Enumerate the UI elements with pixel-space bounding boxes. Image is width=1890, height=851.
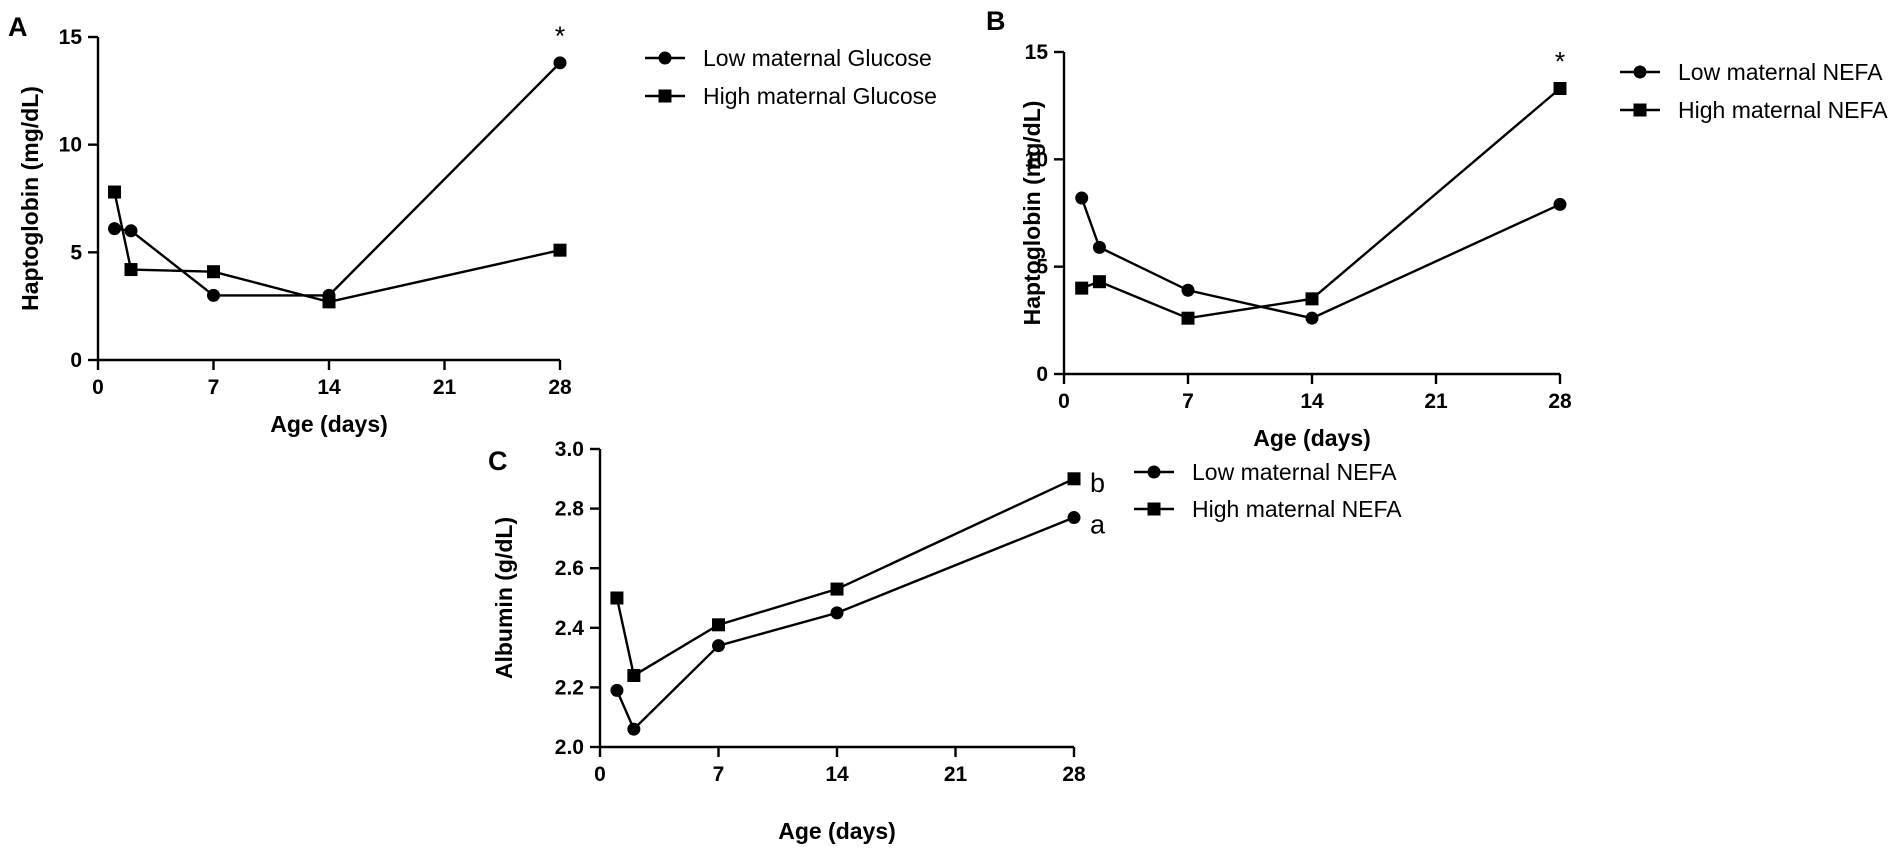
data-point-square <box>610 591 624 605</box>
legend-marker-square <box>658 89 672 103</box>
legend-marker-circle <box>1633 65 1647 79</box>
data-point-square <box>322 295 336 309</box>
data-point-square <box>1067 472 1081 486</box>
legend-marker-square <box>1633 103 1647 117</box>
legend-marker-circle <box>1147 465 1161 479</box>
y-tick-label: 3.0 <box>555 438 584 461</box>
x-axis-title: Age (days) <box>778 818 896 844</box>
y-axis-title: Haptoglobin (mg/dL) <box>1019 101 1045 326</box>
y-tick-label: 0 <box>70 349 82 372</box>
data-point-circle <box>1305 311 1319 325</box>
legend-marker-square <box>1147 502 1161 516</box>
series-line-high <box>1081 87 1561 320</box>
legend-label: High maternal NEFA <box>1192 496 1402 522</box>
y-tick-label: 10 <box>1025 148 1048 171</box>
panel-label: C <box>488 446 508 476</box>
data-point-square <box>830 582 844 596</box>
data-point-circle <box>830 606 844 620</box>
data-point-square <box>1553 81 1567 95</box>
x-tick-label: 28 <box>1548 390 1572 413</box>
series-line-low <box>1080 197 1561 320</box>
y-tick-label: 2.2 <box>555 676 584 699</box>
legend-marker-circle <box>658 51 672 65</box>
significance-marker: * <box>555 21 566 51</box>
y-tick-label: 0 <box>1036 363 1048 386</box>
x-tick-label: 7 <box>208 376 220 399</box>
legend-label: Low maternal Glucose <box>703 45 932 71</box>
significance-marker: * <box>1555 46 1566 76</box>
panel-label: A <box>8 12 28 42</box>
data-point-circle <box>1067 511 1081 525</box>
data-point-square <box>1181 311 1195 325</box>
x-tick-label: 7 <box>713 763 725 786</box>
series-line-low <box>114 61 561 297</box>
x-tick-label: 0 <box>1058 390 1070 413</box>
data-point-circle <box>108 222 121 236</box>
x-tick-label: 7 <box>1182 390 1194 413</box>
series-line-high <box>615 477 1075 678</box>
x-axis-title: Age (days) <box>270 411 388 437</box>
data-point-circle <box>553 56 567 70</box>
y-tick-label: 2.8 <box>555 498 585 521</box>
legend-label: Low maternal NEFA <box>1192 459 1397 485</box>
chart-panel-a: 0 5 10 15 0 7 14 21 28 Age (days) Haptoglobin (mg/… <box>8 12 937 437</box>
y-tick-label: 2.6 <box>555 557 584 580</box>
y-axis-title: Haptoglobin (mg/dL) <box>17 86 43 311</box>
x-tick-label: 28 <box>1062 763 1086 786</box>
data-point-square <box>124 263 138 277</box>
data-point-circle <box>1181 283 1195 297</box>
y-tick-label: 5 <box>70 241 82 264</box>
data-point-square <box>108 185 121 199</box>
y-axis-title: Albumin (g/dL) <box>491 517 517 679</box>
data-point-square <box>553 243 567 257</box>
y-tick-label: 5 <box>1036 256 1048 279</box>
chart-panel-c: 2.0 2.2 2.4 2.6 2.8 3.0 0 7 14 21 28 Age (days) Albu… <box>488 438 1402 844</box>
data-point-square <box>207 265 220 279</box>
x-axis-title: Age (days) <box>1253 425 1371 451</box>
x-tick-label: 28 <box>548 376 572 399</box>
data-point-circle <box>610 683 624 697</box>
data-point-circle <box>1553 197 1567 211</box>
y-tick-label: 2.0 <box>555 736 584 759</box>
series-line-high <box>113 191 561 304</box>
chart-panel-b: 0 5 10 15 0 7 14 21 28 Age (days) Haptoglobin (mg/… <box>986 6 1888 451</box>
data-point-circle <box>1075 191 1089 205</box>
y-tick-label: 2.4 <box>555 617 585 640</box>
data-point-circle <box>712 639 725 653</box>
data-point-circle <box>1092 240 1106 254</box>
x-tick-label: 14 <box>317 376 341 399</box>
x-tick-label: 14 <box>825 763 849 786</box>
y-tick-label: 15 <box>1025 41 1049 64</box>
data-point-square <box>627 668 641 682</box>
x-tick-label: 21 <box>1424 390 1448 413</box>
data-point-square <box>1305 292 1319 306</box>
x-tick-label: 0 <box>92 376 104 399</box>
x-tick-label: 14 <box>1300 390 1324 413</box>
y-tick-label: 10 <box>59 134 82 157</box>
data-point-circle <box>124 224 138 238</box>
significance-marker: b <box>1090 468 1105 498</box>
data-point-square <box>1075 281 1089 295</box>
series-line-low <box>615 516 1075 732</box>
data-point-square <box>712 618 725 632</box>
panel-label: B <box>986 6 1006 36</box>
x-tick-label: 21 <box>944 763 968 786</box>
legend-label: High maternal Glucose <box>703 83 937 109</box>
legend-label: Low maternal NEFA <box>1678 59 1883 85</box>
data-point-circle <box>627 722 641 736</box>
legend-label: High maternal NEFA <box>1678 97 1888 123</box>
x-tick-label: 0 <box>594 763 606 786</box>
y-tick-label: 15 <box>59 26 83 49</box>
data-point-square <box>1092 275 1106 289</box>
x-tick-label: 21 <box>433 376 457 399</box>
data-point-circle <box>207 288 220 302</box>
significance-marker: a <box>1090 510 1106 540</box>
